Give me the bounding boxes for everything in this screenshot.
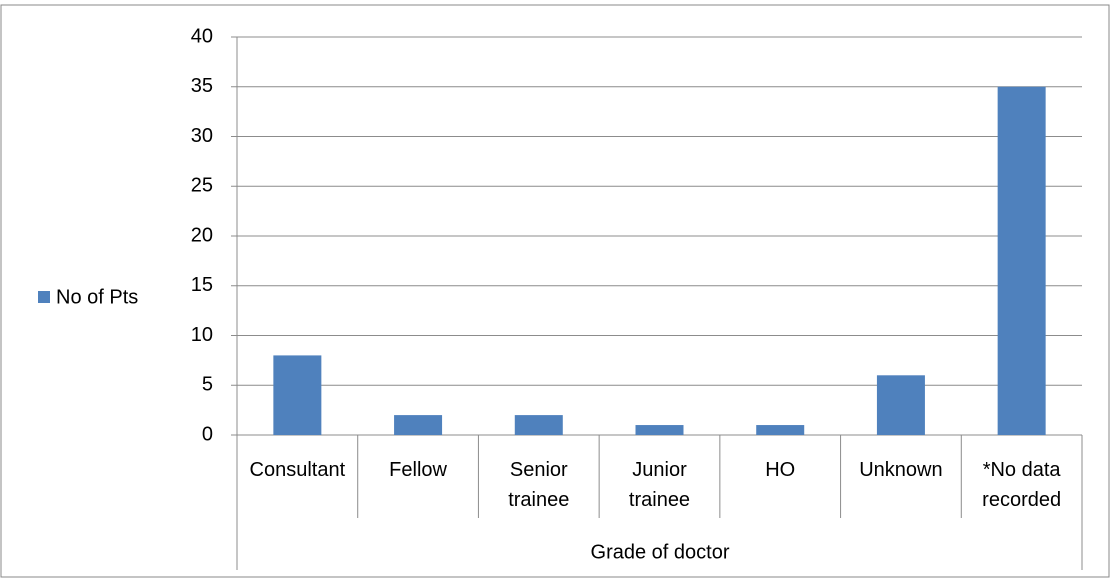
bar (997, 86, 1046, 435)
bar (273, 355, 322, 435)
x-tick-label: *No data recorded (982, 459, 1062, 511)
y-tick-label: 40 (191, 25, 213, 47)
x-tick-label: Fellow (389, 459, 447, 481)
y-tick-label: 25 (191, 175, 213, 197)
bar (635, 425, 684, 435)
x-tick-label: Junior trainee (628, 459, 691, 511)
y-tick-label: 35 (191, 75, 213, 97)
y-tick-label: 0 (202, 423, 213, 445)
y-tick-label: 10 (191, 324, 213, 346)
bar (394, 415, 443, 435)
bar (756, 425, 805, 435)
y-tick-label: 5 (202, 374, 213, 396)
chart-border (0, 4, 1110, 578)
x-tick-label: HO (765, 459, 796, 481)
x-tick-label: Senior trainee (508, 459, 570, 511)
legend-swatch (38, 291, 50, 303)
y-tick-label: 30 (191, 125, 213, 147)
bar (514, 415, 563, 435)
y-tick-label: 15 (191, 274, 213, 296)
bar (876, 375, 925, 435)
y-tick-label: 20 (191, 224, 213, 246)
x-tick-label: Unknown (859, 459, 943, 481)
x-axis-title: Grade of doctor (591, 541, 730, 563)
x-tick-label: Consultant (249, 459, 346, 481)
legend-label: No of Pts (56, 286, 138, 308)
